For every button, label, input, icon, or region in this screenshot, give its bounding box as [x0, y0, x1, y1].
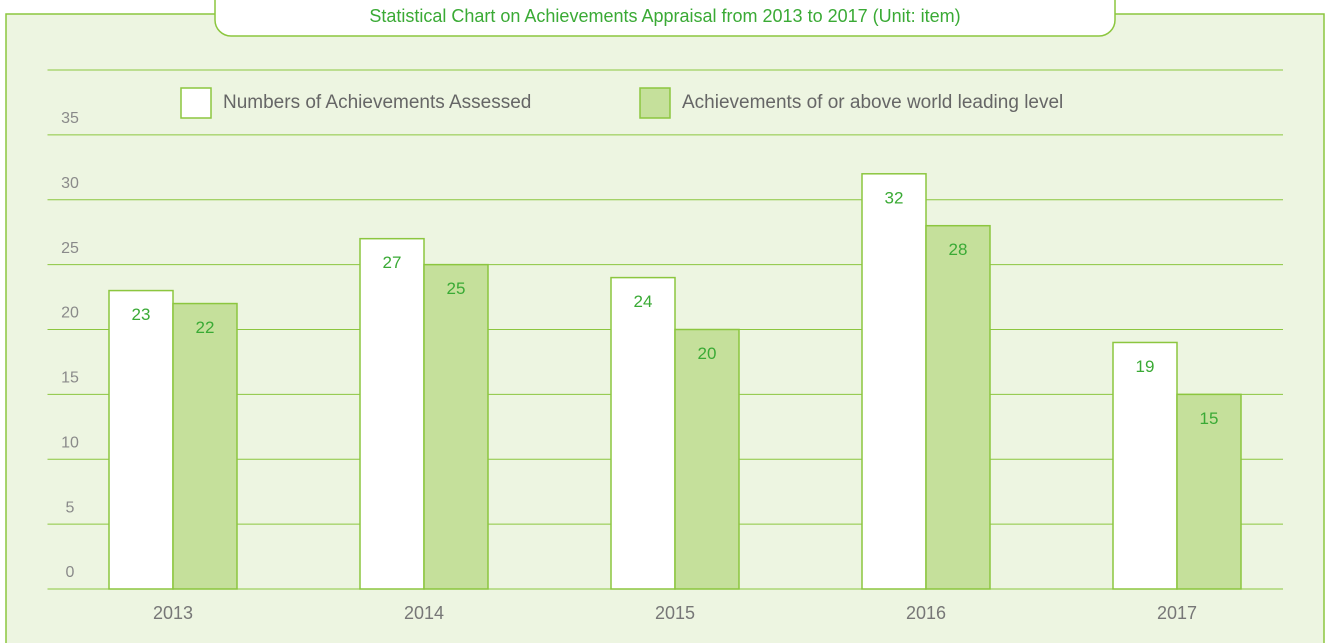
y-tick-label: 0: [66, 564, 75, 581]
y-tick-label: 30: [61, 175, 79, 192]
bar: [108, 289, 174, 590]
bar: [925, 224, 991, 590]
y-tick-label: 5: [66, 499, 75, 516]
y-tick-label: 10: [61, 434, 79, 451]
x-tick-label: 2013: [153, 603, 193, 623]
legend-label: Achievements of or above world leading l…: [682, 92, 1063, 113]
y-tick-label: 35: [61, 110, 79, 127]
value-label: 22: [196, 318, 215, 337]
x-tick-label: 2016: [906, 603, 946, 623]
bar: [359, 237, 425, 590]
value-label: 20: [698, 344, 717, 363]
value-label: 23: [132, 305, 151, 324]
bar: [423, 263, 489, 590]
legend-swatch: [180, 87, 212, 119]
bar: [172, 302, 238, 590]
y-tick-label: 25: [61, 240, 79, 257]
bar: [1176, 393, 1242, 590]
y-tick-label: 15: [61, 370, 79, 387]
title-tab: [214, 0, 1116, 37]
value-label: 15: [1200, 409, 1219, 428]
value-label: 32: [885, 188, 904, 207]
bar: [1112, 341, 1178, 590]
x-tick-label: 2014: [404, 603, 444, 623]
legend-label: Numbers of Achievements Assessed: [223, 92, 531, 113]
y-tick-label: 20: [61, 305, 79, 322]
value-label: 25: [447, 279, 466, 298]
value-label: 28: [949, 240, 968, 259]
x-tick-label: 2015: [655, 603, 695, 623]
x-tick-label: 2017: [1157, 603, 1197, 623]
bar: [674, 328, 740, 590]
bar: [610, 276, 676, 590]
legend-swatch: [639, 87, 671, 119]
value-label: 19: [1136, 357, 1155, 376]
chart-title: Statistical Chart on Achievements Apprai…: [369, 6, 960, 26]
value-label: 24: [634, 292, 653, 311]
value-label: 27: [383, 253, 402, 272]
bar: [861, 173, 927, 590]
